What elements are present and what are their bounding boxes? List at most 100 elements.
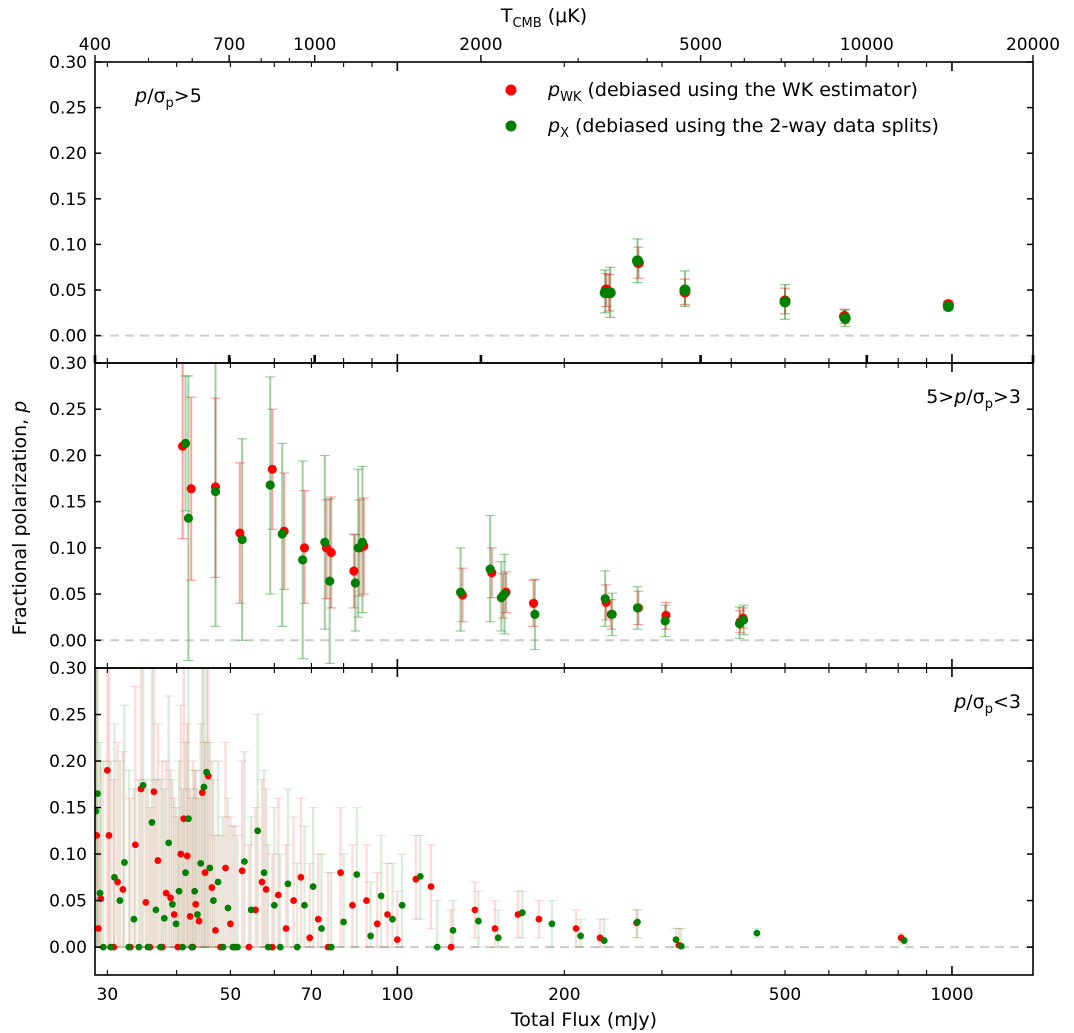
panel-2-plot bbox=[95, 363, 1033, 664]
wk-point bbox=[208, 884, 216, 891]
wk-point bbox=[174, 943, 182, 951]
x-point bbox=[270, 901, 278, 909]
x-point bbox=[293, 943, 301, 951]
x-point bbox=[111, 873, 118, 881]
x-point bbox=[942, 300, 954, 312]
panel-3-plot bbox=[95, 668, 1033, 951]
legend-label-wk: pWK (debiased using the WK estimator) bbox=[547, 79, 918, 105]
wk-point bbox=[238, 867, 246, 875]
y-tick-label: 0.30 bbox=[49, 659, 87, 679]
x-point bbox=[577, 932, 584, 940]
top-tick-label: 1000 bbox=[293, 35, 336, 55]
wk-point bbox=[349, 566, 359, 576]
x-point bbox=[494, 934, 502, 942]
x-point bbox=[530, 609, 540, 619]
x-point bbox=[340, 918, 348, 926]
x-point bbox=[197, 859, 205, 867]
x-point bbox=[175, 887, 183, 895]
x-point bbox=[433, 943, 441, 951]
x-point bbox=[474, 917, 482, 925]
y-tick-label: 0.00 bbox=[49, 631, 87, 651]
x-point bbox=[210, 897, 217, 904]
x-point bbox=[607, 609, 617, 619]
x-point bbox=[183, 513, 193, 523]
x-tick-label: 50 bbox=[220, 985, 242, 1005]
x-point bbox=[224, 904, 232, 912]
x-point bbox=[121, 859, 128, 866]
wk-point bbox=[528, 598, 539, 608]
wk-point bbox=[447, 943, 455, 951]
frame-layer bbox=[93, 55, 1035, 976]
x-point bbox=[234, 943, 241, 951]
x-point bbox=[95, 807, 100, 815]
top-tick-label: 400 bbox=[79, 35, 111, 55]
wk-point bbox=[535, 915, 543, 923]
x-point bbox=[160, 914, 168, 922]
panel-1-label: p/σp>5 bbox=[134, 85, 202, 111]
y-tick-label: 0.25 bbox=[49, 400, 87, 420]
x-point bbox=[350, 578, 360, 588]
x-point bbox=[203, 768, 211, 776]
x-point bbox=[634, 918, 641, 926]
x-point bbox=[200, 783, 208, 791]
wk-point bbox=[427, 883, 435, 891]
wk-point bbox=[299, 543, 310, 553]
wk-point bbox=[245, 943, 253, 951]
y-tick-label: 0.20 bbox=[49, 144, 87, 164]
x-point bbox=[107, 943, 114, 951]
y-tick-label: 0.10 bbox=[49, 235, 87, 255]
x-point bbox=[191, 887, 199, 895]
wk-point bbox=[186, 912, 194, 920]
wk-point bbox=[192, 900, 200, 908]
wk-point bbox=[349, 901, 356, 909]
x-point bbox=[247, 906, 255, 914]
x-point bbox=[679, 284, 691, 296]
wk-point bbox=[326, 547, 336, 558]
wk-point bbox=[150, 788, 158, 796]
x-point bbox=[116, 897, 124, 904]
wk-point bbox=[198, 789, 206, 797]
x-point bbox=[398, 901, 406, 909]
y-tick-label: 0.00 bbox=[49, 327, 87, 347]
x-point bbox=[135, 943, 143, 951]
wk-point bbox=[282, 925, 290, 932]
top-tick-label: 5000 bbox=[679, 35, 722, 55]
x-point bbox=[327, 943, 335, 951]
x-point bbox=[353, 871, 361, 878]
x-point bbox=[325, 576, 335, 586]
wk-point bbox=[183, 852, 191, 860]
wk-point bbox=[177, 850, 185, 858]
wk-point bbox=[105, 832, 113, 839]
x-point bbox=[632, 603, 643, 613]
wk-point bbox=[393, 936, 401, 944]
x-point bbox=[900, 937, 908, 944]
y-tick-label: 0.25 bbox=[49, 99, 87, 119]
wk-point bbox=[363, 897, 370, 904]
x-point bbox=[309, 883, 317, 891]
x-point bbox=[241, 858, 248, 865]
x-point bbox=[455, 587, 466, 597]
y-tick-label: 0.05 bbox=[49, 585, 87, 605]
wk-point bbox=[262, 886, 270, 893]
x-point bbox=[672, 936, 680, 944]
x-point bbox=[125, 943, 133, 951]
x-point bbox=[276, 943, 284, 951]
x-tick-label: 500 bbox=[769, 985, 801, 1005]
wk-point bbox=[154, 857, 162, 864]
x-point bbox=[264, 943, 272, 951]
wk-point bbox=[212, 926, 219, 934]
x-point bbox=[237, 534, 247, 545]
y-tick-label: 0.10 bbox=[49, 845, 87, 865]
x-point bbox=[168, 900, 176, 908]
x-point bbox=[130, 915, 138, 923]
wk-point bbox=[119, 886, 127, 893]
x-point bbox=[184, 815, 192, 823]
x-point bbox=[660, 616, 670, 626]
panel-3-label: p/σp<3 bbox=[953, 691, 1021, 717]
wk-point bbox=[142, 899, 150, 906]
panel-1-frame bbox=[94, 61, 1034, 364]
x-point bbox=[298, 555, 308, 565]
x-point bbox=[518, 909, 526, 917]
x-point bbox=[839, 312, 851, 324]
